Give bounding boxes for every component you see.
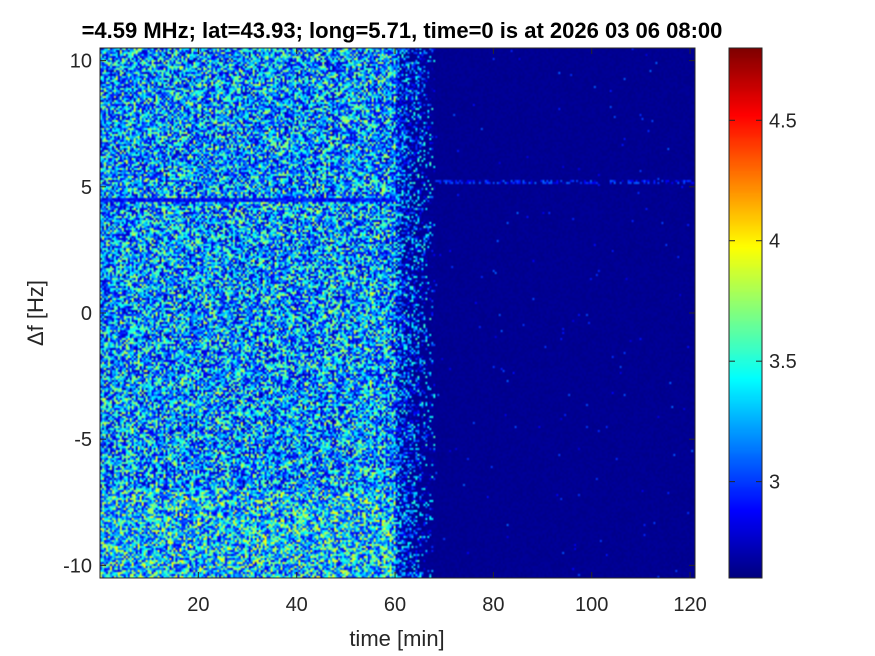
colorbar-gradient — [729, 48, 762, 578]
x-axis-label: time [min] — [349, 626, 444, 651]
colorbar-tick-label: 3.5 — [769, 351, 797, 373]
y-tick-label: 5 — [81, 177, 92, 199]
chart-title: =4.59 MHz; lat=43.93; long=5.71, time=0 … — [82, 18, 723, 43]
y-axis-ticks: -10 -5 0 5 10 — [63, 51, 695, 577]
x-tick-label: 60 — [384, 594, 406, 616]
y-tick-label: -5 — [74, 429, 92, 451]
colorbar-tick-label: 4 — [769, 231, 780, 253]
colorbar-tick-label: 3 — [769, 472, 780, 494]
x-tick-label: 120 — [673, 594, 706, 616]
x-tick-label: 80 — [482, 594, 504, 616]
y-tick-label: -10 — [63, 555, 92, 577]
colorbar: 3 3.5 4 4.5 — [728, 47, 797, 579]
y-axis-label: Δf [Hz] — [23, 280, 48, 346]
x-axis-ticks: 20 40 60 80 100 120 — [187, 48, 707, 616]
y-tick-label: 10 — [70, 51, 92, 73]
x-tick-label: 20 — [187, 594, 209, 616]
y-tick-label: 0 — [81, 303, 92, 325]
heatmap-image — [100, 48, 695, 578]
heatmap-plot-area — [99, 47, 696, 579]
x-tick-label: 40 — [286, 594, 308, 616]
colorbar-ticks: 3 3.5 4 4.5 — [729, 110, 797, 494]
colorbar-frame — [728, 47, 763, 579]
colorbar-tick-label: 4.5 — [769, 110, 797, 132]
x-tick-label: 100 — [575, 594, 608, 616]
